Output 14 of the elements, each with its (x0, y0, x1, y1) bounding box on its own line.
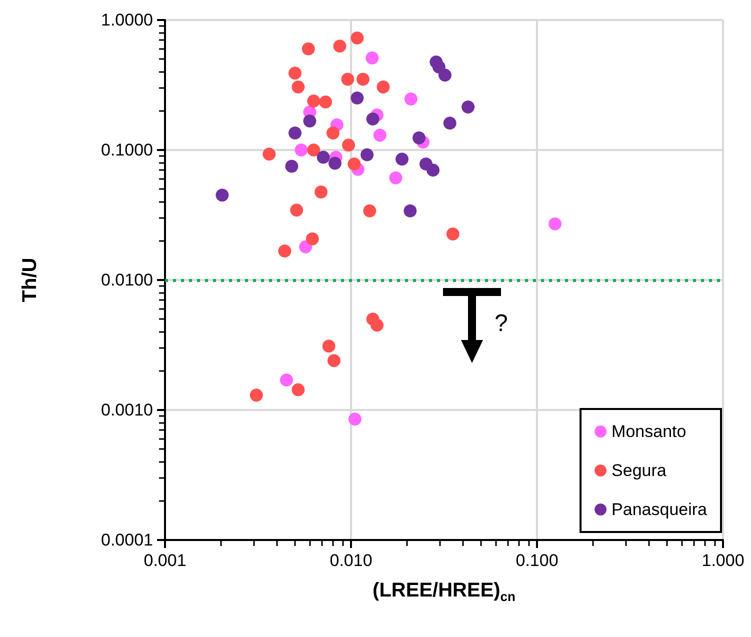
annotation: ? (494, 310, 508, 338)
y-tick-label: 0.0100 (101, 270, 153, 290)
y-tick-label: 0.0010 (101, 400, 153, 420)
x-tick-label: 0.001 (144, 551, 186, 570)
legend-label: Segura (612, 461, 667, 480)
y-tick-label: 0.0001 (101, 530, 153, 550)
x-tick-label: 1.000 (702, 551, 744, 570)
legend-label: Panasqueira (612, 500, 708, 519)
x-tick-label: 0.100 (516, 551, 558, 570)
x-tick-label: 0.010 (330, 551, 372, 570)
y-axis-title: Th/U (19, 258, 41, 302)
legend-label: Monsanto (612, 422, 686, 441)
y-tick-label: 1.0000 (101, 10, 153, 30)
y-tick-label: 0.1000 (101, 140, 153, 160)
